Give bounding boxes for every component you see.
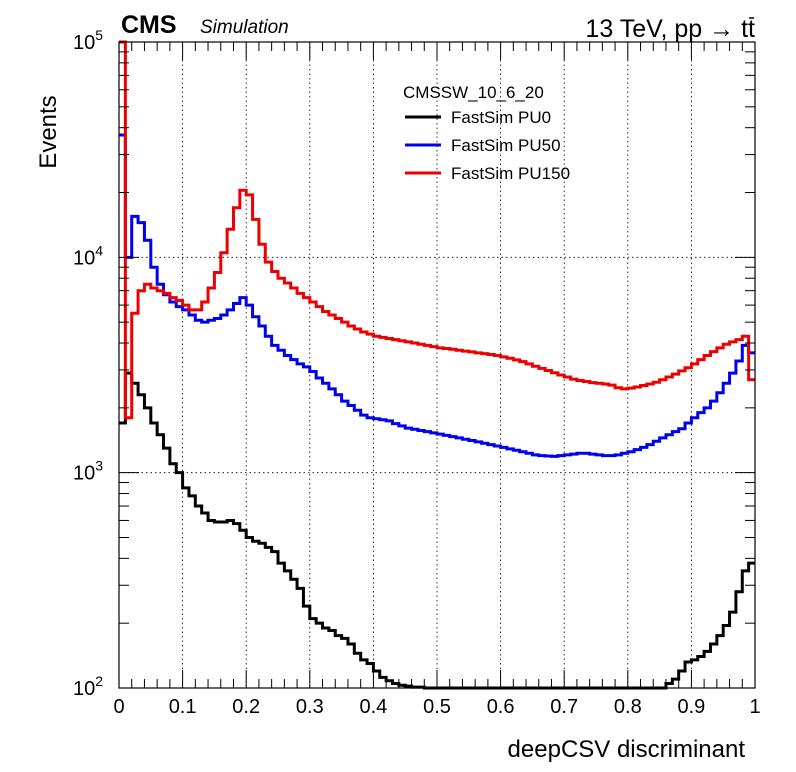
x-tick-label: 0.1 bbox=[169, 696, 197, 718]
histogram-fastsim-pu0 bbox=[119, 371, 755, 690]
y-tick-label: 102 bbox=[73, 673, 103, 700]
grid bbox=[119, 42, 755, 688]
y-tick-label: 103 bbox=[73, 458, 103, 485]
legend-entry: FastSim PU0 bbox=[451, 108, 551, 127]
x-tick-label: 0 bbox=[113, 696, 124, 718]
axis-ticks: 0 0.1 0.2 0.3 0.4 0.5 0.6 0.7 0.8 0.9 1 102 103 104 10… bbox=[73, 27, 761, 718]
energy-label-tbar: t bbox=[748, 15, 755, 43]
x-tick-label: 0.9 bbox=[677, 696, 705, 718]
legend-header: CMSSW_10_6_20 bbox=[403, 83, 544, 102]
x-tick-label: 0.3 bbox=[296, 696, 324, 718]
energy-label: 13 TeV, pp → tt bbox=[585, 15, 755, 43]
x-axis-label: deepCSV discriminant bbox=[508, 736, 746, 763]
energy-label-prefix: 13 TeV, pp → t bbox=[585, 15, 748, 43]
x-tick-label: 0.6 bbox=[487, 696, 515, 718]
y-axis-label: Events bbox=[35, 95, 62, 168]
series-layer bbox=[119, 40, 755, 690]
legend-entry: FastSim PU150 bbox=[451, 164, 570, 183]
legend: CMSSW_10_6_20 FastSim PU0 FastSim PU50 Fas… bbox=[403, 83, 570, 183]
histogram-fastsim-pu150 bbox=[119, 40, 755, 420]
histogram-fastsim-pu50 bbox=[119, 133, 755, 458]
x-tick-label: 1 bbox=[749, 696, 760, 718]
legend-entry: FastSim PU50 bbox=[451, 136, 561, 155]
cms-label: CMS bbox=[121, 11, 177, 39]
x-tick-label: 0.8 bbox=[614, 696, 642, 718]
x-tick-label: 0.4 bbox=[359, 696, 387, 718]
x-tick-label: 0.5 bbox=[423, 696, 451, 718]
simulation-label: Simulation bbox=[200, 17, 289, 38]
x-tick-label: 0.2 bbox=[232, 696, 260, 718]
y-tick-label: 104 bbox=[73, 242, 103, 269]
x-tick-label: 0.7 bbox=[550, 696, 578, 718]
y-tick-label: 105 bbox=[73, 27, 103, 54]
